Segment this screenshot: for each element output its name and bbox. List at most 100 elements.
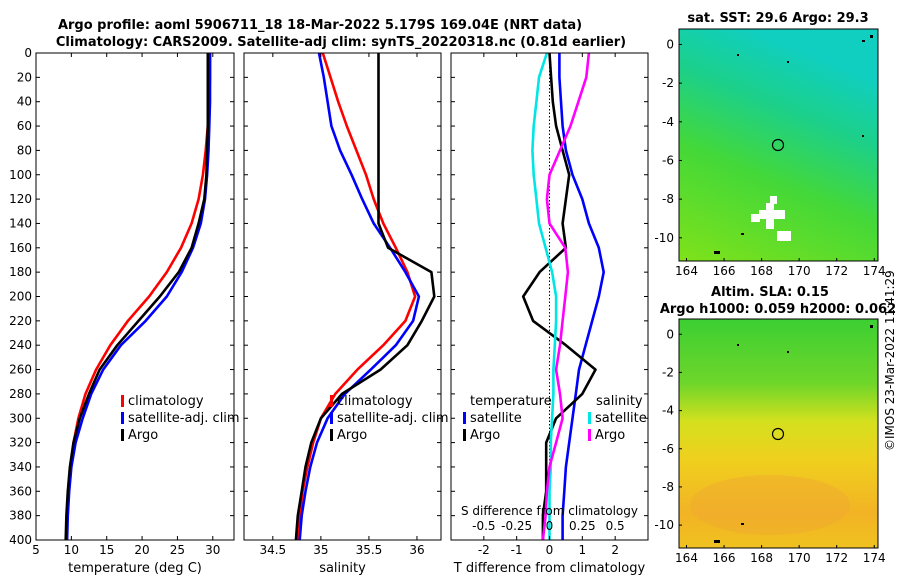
x-tick-label: 1 (579, 543, 587, 557)
series-line-climatology (296, 52, 417, 541)
x-axis-label: temperature (deg C) (68, 561, 202, 576)
map-sla-title-1: Altim. SLA: 0.15 (711, 285, 829, 300)
legend-label-t-argo: Argo (470, 428, 500, 443)
map-x-tick-label: 170 (788, 264, 811, 278)
sst-missing-data (751, 196, 791, 241)
s-tick-label: -0.5 (472, 519, 495, 533)
legend-label-s-satellite: satellite (595, 411, 647, 426)
map-y-tick-label: -6 (662, 153, 674, 167)
s-tick-label: -0.25 (501, 519, 532, 533)
x-axis-label: salinity (319, 561, 366, 576)
legend-label-satellite: satellite-adj. clim (128, 411, 240, 426)
temperature-panel: 0 20 40 60 80 100 120 140 160 180 200 220 240 260 280 3… (9, 46, 235, 576)
map-x-tick-label: 168 (750, 264, 773, 278)
series-line-satellite-adj-clim (298, 52, 421, 541)
legend-swatch-argo (121, 429, 124, 441)
s-tick-label: 0.25 (569, 519, 596, 533)
sst-islands (714, 35, 873, 254)
legend-label-argo: Argo (128, 428, 158, 443)
y-tick-label: 20 (17, 70, 32, 84)
x-tick-label: 36 (409, 543, 424, 557)
series-line-s-satellite (531, 52, 558, 540)
map-x-tick-label: 166 (713, 264, 736, 278)
sst-map-axes: 164 166 168 170 172 174 0 -2 -4 -6 -8 -10 (654, 37, 885, 278)
x-tick-label: 15 (99, 543, 114, 557)
map-sla-title-2: Argo h1000: 0.059 h2000: 0.062 (660, 302, 896, 317)
y-tick-label: 100 (9, 168, 32, 182)
x-tick-label: 35.5 (356, 543, 383, 557)
y-tick-label: 200 (9, 290, 32, 304)
legend-label-satellite: satellite-adj. clim (337, 411, 449, 426)
sla-high-patch (690, 475, 850, 535)
legend-title-temperature: temperature (470, 394, 552, 409)
x-axis-label: T difference from climatology (453, 561, 646, 576)
difference-panel: -2 -1 0 1 2 -0.5 -0.25 0 0.25 0.5S difference fro… (450, 52, 649, 576)
y-tick-label: 320 (9, 436, 32, 450)
sla-map-frame (678, 318, 879, 549)
legend-swatch-climatology (121, 395, 124, 407)
map-x-tick-label: 164 (675, 264, 698, 278)
salinity-legend: climatology satellite-adj. clim Argo (330, 394, 449, 443)
x-tick-label: 20 (134, 543, 149, 557)
legend-label-argo: Argo (337, 428, 367, 443)
temperature-legend: climatology satellite-adj. clim Argo (121, 394, 240, 443)
plot-frame (35, 52, 235, 541)
series-line-t-argo (521, 52, 597, 540)
legend-swatch-s-argo (588, 429, 591, 441)
sst-field (679, 29, 878, 261)
sst-map: 164 166 168 170 172 174 0 -2 -4 -6 -8 -10 (654, 28, 886, 278)
x-tick-label: 30 (205, 543, 220, 557)
y-tick-label: 280 (9, 387, 32, 401)
x-tick-label: 10 (64, 543, 79, 557)
legend-swatch-s-satellite (588, 412, 591, 424)
credit-stamp: ©IMOS 23-Mar-2022 11:41:29 (883, 270, 897, 451)
argo-location-marker (771, 427, 785, 441)
legend-label-t-satellite: satellite (470, 411, 522, 426)
series-line-t-satellite (558, 53, 606, 540)
y-tick-label: 160 (9, 241, 32, 255)
x-tick-label: -1 (511, 543, 523, 557)
y-tick-label: 260 (9, 363, 32, 377)
legend-swatch-satellite (121, 412, 124, 424)
map-y-tick-label: -10 (654, 518, 674, 532)
sla-field (679, 319, 878, 548)
y-tick-label: 220 (9, 314, 32, 328)
x-tick-label: 25 (170, 543, 185, 557)
map-x-tick-label: 168 (750, 551, 773, 565)
sst-map-frame (678, 28, 879, 262)
x-tick-label: 35 (313, 543, 328, 557)
map-y-tick-label: -10 (654, 231, 674, 245)
legend-swatch-satellite (330, 412, 333, 424)
map-y-tick-label: 0 (666, 37, 674, 51)
map-y-tick-label: -8 (662, 192, 674, 206)
series-line-satellite-adj-clim (65, 53, 212, 541)
difference-legend: temperature satellite Argo salinity sate… (463, 394, 647, 443)
map-sst-title: sat. SST: 29.6 Argo: 29.3 (687, 11, 868, 26)
map-y-tick-label: -2 (662, 76, 674, 90)
x-tick-label: 0 (546, 543, 554, 557)
x-tick-label: 5 (32, 543, 40, 557)
series-line-argo (294, 53, 436, 541)
map-x-tick-label: 172 (825, 264, 848, 278)
map-y-tick-label: -8 (662, 480, 674, 494)
y-tick-label: 240 (9, 338, 32, 352)
legend-swatch-argo (330, 429, 333, 441)
y-tick-label: 80 (17, 143, 32, 157)
series-line-argo (64, 53, 210, 541)
y-tick-label: 180 (9, 265, 32, 279)
y-tick-label: 360 (9, 484, 32, 498)
s-axis-label: S difference from climatology (461, 504, 638, 518)
x-tick-label: 34.5 (259, 543, 286, 557)
y-tick-label: 340 (9, 460, 32, 474)
y-tick-label: 0 (24, 46, 32, 60)
map-x-tick-label: 174 (863, 551, 886, 565)
map-x-tick-label: 164 (675, 551, 698, 565)
map-x-tick-label: 166 (713, 551, 736, 565)
title-line-2: Climatology: CARS2009. Satellite-adj cli… (56, 35, 626, 50)
sla-map: 164 166 168 170 172 174 0 -2 -4 -6 -8 -10 (654, 318, 886, 565)
legend-swatch-climatology (330, 395, 333, 407)
salinity-panel: 34.5 35 35.5 36 salinity (243, 52, 442, 576)
series-line-s-argo (541, 52, 591, 541)
y-tick-label: 40 (17, 95, 32, 109)
